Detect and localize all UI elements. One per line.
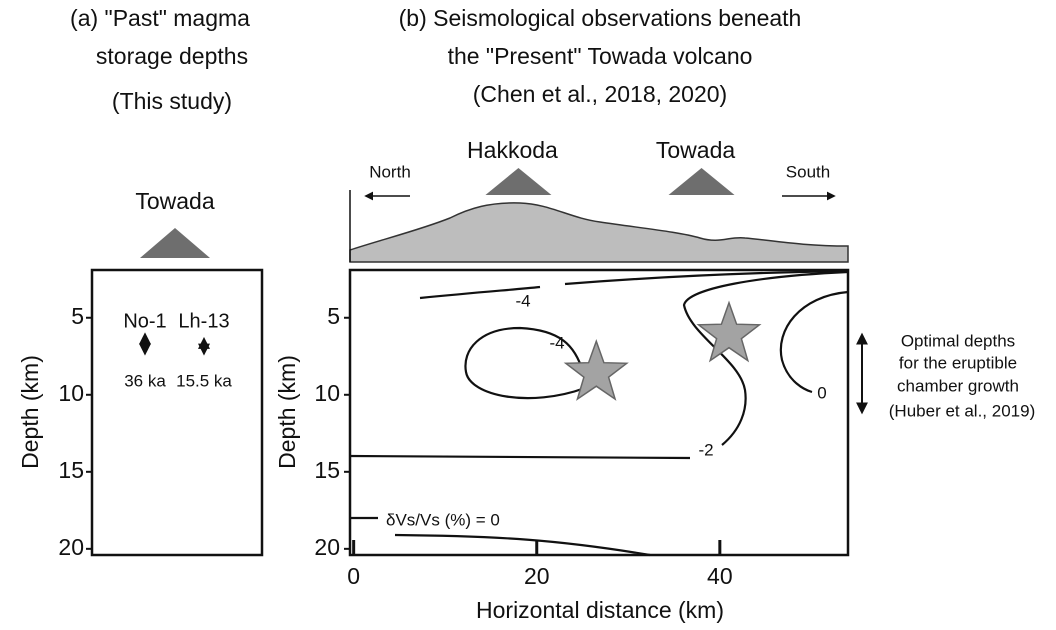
y-tick-label: 10 — [58, 380, 84, 406]
volcano-label: Towada — [135, 188, 214, 214]
direction-label: North — [369, 162, 411, 181]
y-tick-label: 5 — [327, 303, 340, 329]
y-tick-label: 15 — [58, 457, 84, 483]
sample-name: No-1 — [123, 310, 166, 332]
contour — [779, 290, 849, 394]
contour-label: 0 — [817, 383, 826, 402]
title-line: (b) Seismological observations beneath — [399, 5, 802, 31]
y-axis-title: Depth (km) — [17, 355, 43, 469]
sample-age: 36 ka — [124, 371, 166, 390]
sample-age: 15.5 ka — [176, 371, 232, 390]
direction-label: South — [786, 162, 830, 181]
x-tick-label: 40 — [707, 563, 733, 589]
y-tick-label: 10 — [314, 380, 340, 406]
contour-label: -2 — [698, 440, 713, 459]
contour — [349, 270, 849, 460]
y-tick-label: 5 — [71, 303, 84, 329]
contour-label: -4 — [549, 333, 564, 352]
y-tick-label: 20 — [58, 534, 84, 560]
annotation-line: for the eruptible — [899, 353, 1017, 372]
title-line: (Chen et al., 2018, 2020) — [473, 81, 727, 107]
title-line: storage depths — [96, 43, 248, 69]
annotation-line: (Huber et al., 2019) — [889, 401, 1035, 420]
annotation-line: Optimal depths — [901, 331, 1015, 350]
panel-a-frame — [90, 268, 264, 557]
volcano-icon — [140, 228, 210, 258]
y-axis-title: Depth (km) — [274, 355, 300, 469]
contour-label: -4 — [515, 291, 530, 310]
x-tick-label: 0 — [347, 563, 360, 589]
y-tick-label: 15 — [314, 457, 340, 483]
star — [563, 338, 629, 401]
annotation-line: chamber growth — [897, 376, 1019, 395]
volcano-icon — [668, 168, 735, 195]
y-tick-label: 20 — [314, 534, 340, 560]
sample-name: Lh-13 — [178, 310, 229, 332]
volcano-icon — [485, 168, 552, 195]
volcano-label: Towada — [656, 137, 735, 163]
title-line: (a) "Past" magma — [70, 5, 250, 31]
x-axis-title: Horizontal distance (km) — [476, 597, 724, 623]
contour-label: δVs/Vs (%) = 0 — [386, 510, 500, 529]
volcano-label: Hakkoda — [467, 137, 558, 163]
x-tick-label: 20 — [524, 563, 550, 589]
star — [696, 300, 762, 363]
contour — [350, 516, 651, 557]
title-line: the "Present" Towada volcano — [448, 43, 753, 69]
contour — [464, 326, 586, 400]
contour — [419, 269, 849, 300]
topography — [349, 202, 849, 263]
panel-b-frame — [348, 268, 850, 557]
title-line: (This study) — [112, 88, 232, 114]
